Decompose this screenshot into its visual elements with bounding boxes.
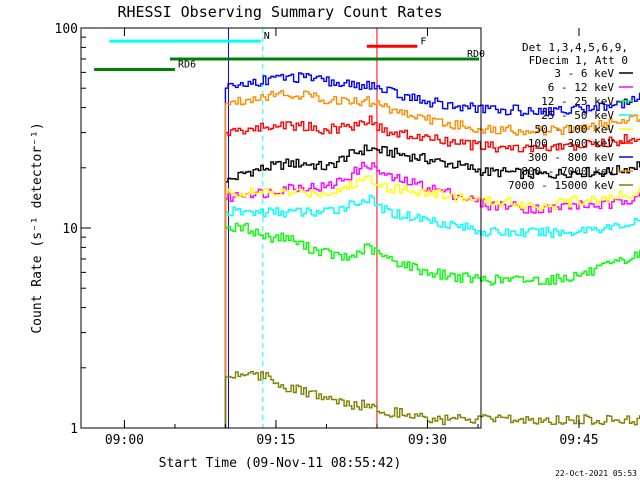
legend-header: FDecim 1, Att 0 — [529, 54, 628, 67]
series-line-3 — [224, 194, 640, 428]
y-tick-label: 100 — [55, 22, 78, 37]
annotation-label: F — [420, 36, 426, 47]
series-line-0 — [224, 144, 640, 428]
y-tick-label: 10 — [62, 222, 78, 237]
annotation-label: N — [264, 31, 270, 42]
series-line-4 — [224, 175, 640, 428]
x-tick-label: 09:15 — [256, 433, 295, 448]
x-tick-label: 09:00 — [105, 433, 144, 448]
x-tick-label: 09:45 — [559, 433, 598, 448]
legend-entry: 300 - 800 keV — [528, 151, 614, 164]
x-tick-label: 09:30 — [408, 433, 447, 448]
annotation-bars: N F RD0 RD6 — [94, 31, 485, 72]
plot-frame — [80, 27, 482, 429]
legend-entry: 6 - 12 keV — [548, 81, 615, 94]
legend: Det 1,3,4,5,6,9,FDecim 1, Att 03 - 6 keV… — [508, 41, 633, 192]
axes: 09:0009:1509:3009:4510:0010:1510:3011010… — [55, 22, 599, 448]
legend-entry: 100 - 300 keV — [528, 137, 614, 150]
series-line-1 — [224, 161, 640, 428]
y-axis-label: Count Rate (s⁻¹ detector⁻¹) — [30, 122, 45, 333]
series-line-2 — [224, 222, 640, 428]
series-lines — [224, 72, 640, 428]
annotation-label: RD0 — [467, 49, 485, 60]
legend-entry: 25 - 50 keV — [541, 109, 614, 122]
y-tick-label: 1 — [70, 422, 78, 437]
legend-entry: 12 - 25 keV — [541, 95, 614, 108]
legend-entry: 3 - 6 keV — [554, 67, 614, 80]
series-line-8 — [224, 370, 640, 428]
chart-title: RHESSI Observing Summary Count Rates — [117, 3, 442, 21]
x-axis-label: Start Time (09-Nov-11 08:55:42) — [159, 456, 402, 471]
series-line-7 — [224, 89, 640, 428]
series-line-6 — [224, 72, 640, 428]
legend-entry: 800 - 7000 keV — [521, 165, 614, 178]
annotation-label: RD6 — [178, 60, 196, 71]
legend-entry: 50 - 100 keV — [535, 123, 615, 136]
footer-timestamp: 22-Oct-2021 05:53 — [555, 469, 637, 478]
legend-header: Det 1,3,4,5,6,9, — [522, 41, 628, 54]
legend-entry: 7000 - 15000 keV — [508, 179, 614, 192]
series-line-5 — [224, 115, 640, 428]
